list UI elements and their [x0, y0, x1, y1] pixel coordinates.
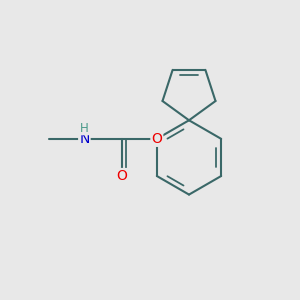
Text: N: N	[79, 132, 90, 146]
Text: O: O	[116, 169, 127, 183]
Text: O: O	[152, 132, 162, 146]
Text: H: H	[80, 122, 89, 135]
